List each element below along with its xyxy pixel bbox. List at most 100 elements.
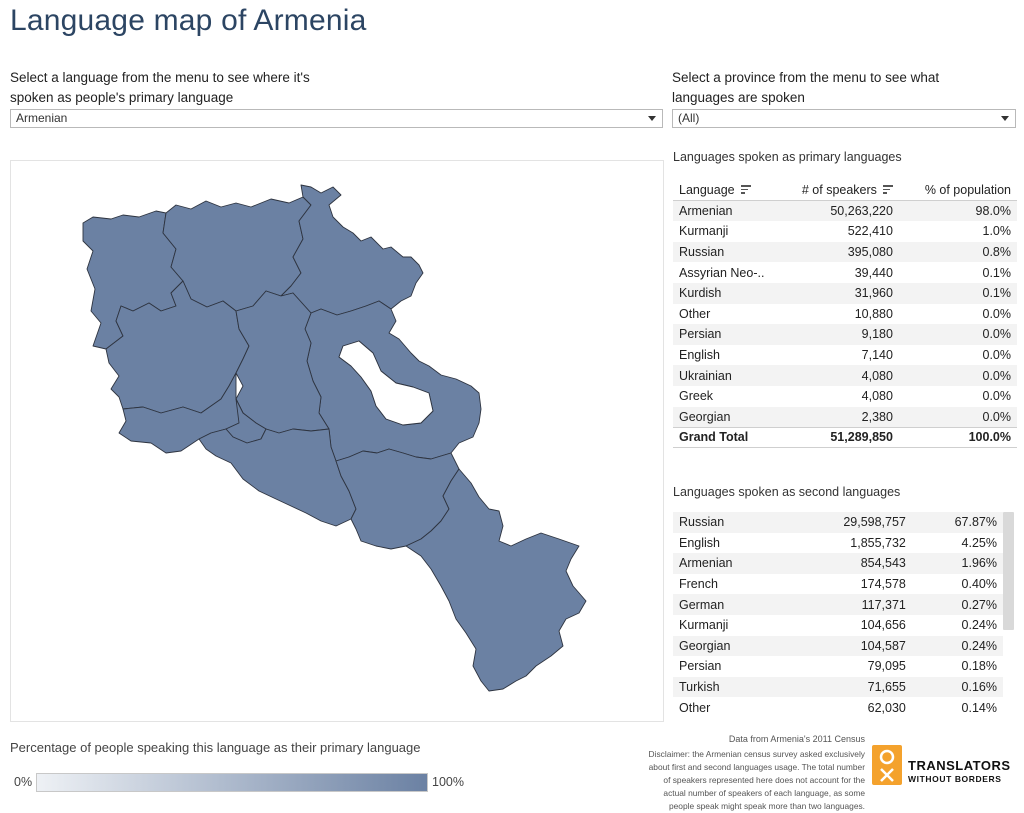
- cell-percent: 0.0%: [898, 365, 1017, 386]
- second-languages-title: Languages spoken as second languages: [673, 485, 901, 499]
- table-row[interactable]: German 117,371 0.27%: [673, 594, 1003, 615]
- cell-speakers: 10,880: [854, 306, 893, 321]
- chevron-down-icon: [648, 116, 656, 121]
- logo-subtitle: WITHOUT BORDERS: [908, 774, 1002, 784]
- province-filter-label: Select a province from the menu to see w…: [672, 70, 940, 105]
- cell-percent: 0.1%: [982, 265, 1012, 280]
- cell-language: Armenian: [673, 553, 793, 574]
- disclaimer: Disclaimer: the Armenian census survey a…: [648, 749, 865, 811]
- cell-speakers: 4,080: [861, 389, 893, 404]
- table-row[interactable]: French 174,578 0.40%: [673, 574, 1003, 595]
- cell-percent: 0.24%: [961, 618, 997, 633]
- table-row[interactable]: Assyrian Neo-.. 39,440 0.1%: [673, 262, 1017, 283]
- table-row[interactable]: Russian 395,080 0.8%: [673, 241, 1017, 263]
- cell-percent: 0.1%: [898, 282, 1017, 304]
- cell-speakers: 79,095: [867, 659, 906, 674]
- cell-speakers: 395,080: [786, 241, 899, 263]
- header-speakers[interactable]: # of speakers: [786, 180, 899, 202]
- language-dropdown-value: Armenian: [16, 111, 68, 125]
- table-row[interactable]: Ukrainian 4,080 0.0%: [673, 365, 1017, 386]
- language-dropdown[interactable]: Armenian: [10, 109, 663, 128]
- sort-icon[interactable]: [740, 185, 751, 194]
- legend-max-label: 100%: [432, 775, 464, 789]
- table-row[interactable]: Russian 29,598,757 67.87%: [673, 512, 1003, 533]
- header-language[interactable]: Language: [673, 180, 787, 202]
- cell-speakers: 854,543: [792, 553, 912, 574]
- cell-percent: 1.0%: [982, 224, 1012, 239]
- data-source: Data from Armenia's 2011 Census: [728, 734, 865, 744]
- cell-language: Persian: [679, 659, 722, 674]
- cell-language: English: [679, 535, 720, 550]
- province-dropdown[interactable]: (All): [672, 109, 1016, 128]
- table-row[interactable]: Armenian 854,543 1.96%: [673, 553, 1003, 574]
- table-row[interactable]: English 7,140 0.0%: [673, 345, 1017, 366]
- scrollbar-thumb[interactable]: [1003, 512, 1014, 630]
- table-row[interactable]: Turkish 71,655 0.16%: [673, 676, 1003, 698]
- legend-title: Percentage of people speaking this langu…: [10, 740, 421, 755]
- cell-percent: 0.0%: [982, 389, 1012, 404]
- language-filter-label: Select a language from the menu to see w…: [10, 70, 310, 105]
- cell-percent: 0.40%: [961, 577, 997, 592]
- second-languages-scroll-area[interactable]: Russian 29,598,757 67.87% English 1,855,732 4…: [673, 512, 1017, 722]
- armenia-map: [82, 184, 587, 692]
- cell-language: German: [673, 594, 793, 615]
- logo-name: TRANSLATORS: [908, 758, 1011, 773]
- page-title: Language map of Armenia: [10, 4, 367, 37]
- cell-speakers: 117,371: [792, 594, 912, 615]
- cell-percent: 1.96%: [911, 553, 1003, 574]
- cell-speakers: 1,855,732: [850, 535, 906, 550]
- cell-language: English: [679, 348, 720, 363]
- province-tavush[interactable]: [280, 184, 424, 316]
- legend-min-label: 0%: [14, 775, 33, 789]
- province-dropdown-value: (All): [678, 111, 700, 125]
- second-languages-table: Russian 29,598,757 67.87% English 1,855,732 4…: [673, 512, 1003, 718]
- cell-language: Turkish: [673, 676, 793, 698]
- cell-speakers: 71,655: [792, 676, 912, 698]
- table-row[interactable]: Other 10,880 0.0%: [673, 304, 1017, 325]
- logo-mark-icon: [872, 745, 902, 785]
- table-row[interactable]: Persian 9,180 0.0%: [673, 324, 1017, 345]
- grand-total-row: Grand Total 51,289,850 100.0%: [673, 426, 1017, 449]
- table-row[interactable]: Kurmanji 522,410 1.0%: [673, 221, 1017, 242]
- total-speakers: 51,289,850: [786, 426, 899, 449]
- cell-percent: 0.24%: [911, 635, 1003, 657]
- primary-languages-table: Language # of speakers % of population A…: [673, 180, 1017, 449]
- cell-language: Georgian: [673, 406, 787, 428]
- table-row[interactable]: Persian 79,095 0.18%: [673, 656, 1003, 677]
- total-label: Grand Total: [673, 426, 787, 449]
- cell-percent: 0.0%: [898, 406, 1017, 428]
- table-row[interactable]: English 1,855,732 4.25%: [673, 533, 1003, 554]
- cell-speakers: 2,380: [786, 406, 899, 428]
- cell-percent: 0.16%: [911, 676, 1003, 698]
- lake-sevan: [338, 340, 434, 426]
- table-row[interactable]: Kurdish 31,960 0.1%: [673, 282, 1017, 304]
- cell-language: Kurmanji: [679, 618, 729, 633]
- cell-language: Ukrainian: [673, 365, 787, 386]
- cell-speakers: 104,656: [860, 618, 906, 633]
- cell-speakers: 9,180: [786, 324, 899, 345]
- cell-percent: 67.87%: [911, 512, 1003, 533]
- cell-speakers: 174,578: [860, 577, 906, 592]
- cell-percent: 0.18%: [961, 659, 997, 674]
- table-row[interactable]: Georgian 104,587 0.24%: [673, 635, 1003, 657]
- armenia-map-panel: [10, 160, 664, 722]
- table-row[interactable]: Other 62,030 0.14%: [673, 697, 1003, 718]
- cell-percent: 0.27%: [911, 594, 1003, 615]
- sort-icon[interactable]: [882, 185, 893, 194]
- table-row[interactable]: Kurmanji 104,656 0.24%: [673, 615, 1003, 636]
- table-header-row: Language # of speakers % of population: [673, 180, 1017, 202]
- cell-speakers: 50,263,220: [786, 200, 899, 222]
- cell-language: Assyrian Neo-..: [679, 265, 765, 280]
- table-row[interactable]: Georgian 2,380 0.0%: [673, 406, 1017, 428]
- total-percent: 100.0%: [898, 426, 1017, 449]
- cell-speakers: 4,080: [786, 365, 899, 386]
- cell-speakers: 29,598,757: [792, 512, 912, 533]
- header-percent[interactable]: % of population: [898, 180, 1017, 202]
- translators-without-borders-logo[interactable]: TRANSLATORS WITHOUT BORDERS: [872, 745, 1022, 787]
- table-row[interactable]: Greek 4,080 0.0%: [673, 386, 1017, 407]
- cell-language: Armenian: [673, 200, 787, 222]
- province-syunik[interactable]: [405, 468, 587, 692]
- cell-percent: 0.0%: [898, 324, 1017, 345]
- cell-percent: 98.0%: [898, 200, 1017, 222]
- table-row[interactable]: Armenian 50,263,220 98.0%: [673, 200, 1017, 222]
